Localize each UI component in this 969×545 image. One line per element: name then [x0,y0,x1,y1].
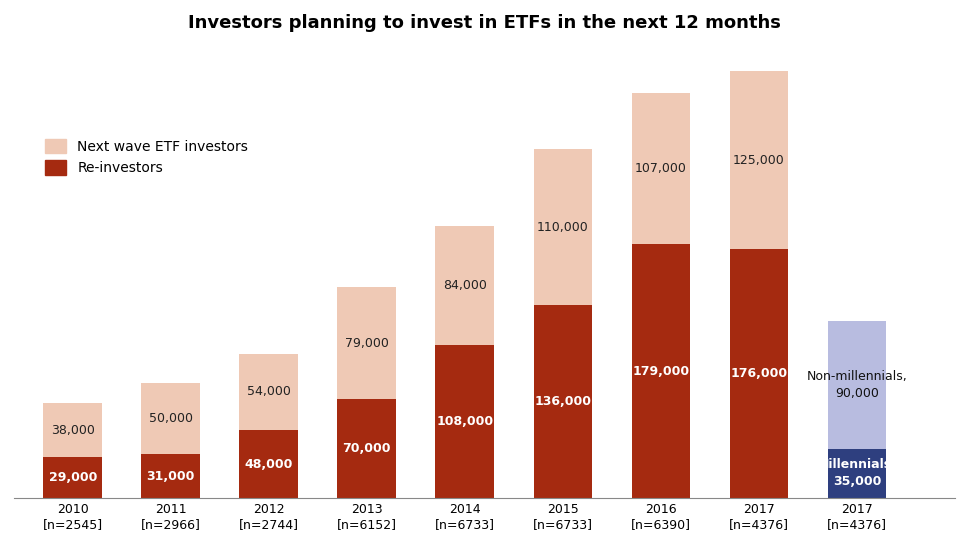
Text: Non-millennials,
90,000: Non-millennials, 90,000 [806,370,907,400]
Text: 108,000: 108,000 [436,415,493,428]
Text: 176,000: 176,000 [731,367,788,380]
Text: 79,000: 79,000 [345,336,389,349]
Bar [141,384,201,455]
Legend: Next wave ETF investors, Re-investors: Next wave ETF investors, Re-investors [40,133,254,181]
Text: 179,000: 179,000 [633,365,690,378]
Text: 84,000: 84,000 [443,279,486,292]
Bar [239,354,298,430]
Bar [435,226,494,345]
Bar [730,249,789,498]
Bar [141,455,201,498]
Bar [44,403,102,457]
Bar [435,345,494,498]
Text: 29,000: 29,000 [48,471,97,484]
Bar [828,321,887,449]
Text: 70,000: 70,000 [343,442,391,455]
Text: Millennials,
35,000: Millennials, 35,000 [817,458,897,488]
Text: 48,000: 48,000 [244,458,293,471]
Bar [534,149,592,305]
Bar [239,430,298,498]
Text: 31,000: 31,000 [146,470,195,483]
Bar [828,449,887,498]
Bar [632,245,690,498]
Bar [730,71,789,249]
Text: 110,000: 110,000 [537,221,589,234]
Text: 107,000: 107,000 [635,162,687,175]
Text: 38,000: 38,000 [50,423,95,437]
Text: 54,000: 54,000 [247,385,291,398]
Text: 125,000: 125,000 [734,154,785,167]
Text: 50,000: 50,000 [149,413,193,425]
Bar [337,287,396,399]
Bar [534,305,592,498]
Text: 136,000: 136,000 [535,395,591,408]
Title: Investors planning to invest in ETFs in the next 12 months: Investors planning to invest in ETFs in … [188,14,781,32]
Bar [44,457,102,498]
Bar [337,399,396,498]
Bar [632,93,690,245]
